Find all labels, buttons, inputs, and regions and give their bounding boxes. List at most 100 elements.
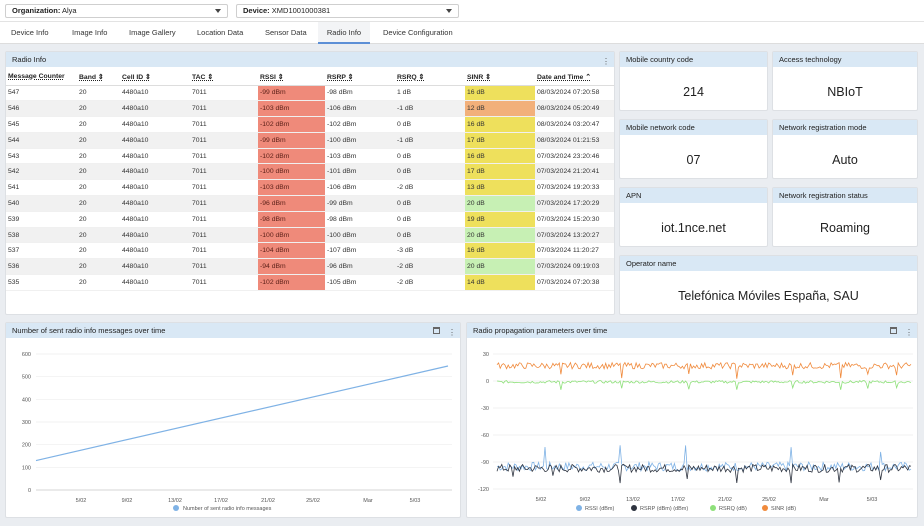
x-tick-label: 9/02	[580, 497, 591, 503]
operator-card: Operator name Telefónica Móviles España,…	[619, 255, 918, 315]
table-row: 540 20 4480a10 7011 -96 dBm -99 dBm 0 dB 20 dB 0…	[6, 195, 614, 212]
operator-label: Operator name	[620, 256, 917, 271]
cell-rsrp: -100 dBm	[325, 227, 395, 244]
cell-rsrq: -2 dB	[395, 274, 465, 291]
column-header-message-counter[interactable]: Message Counter	[6, 69, 77, 86]
series-line	[35, 365, 449, 462]
legend: Number of sent radio info messages	[173, 505, 272, 512]
cell-rssi: -104 dBm	[258, 242, 325, 260]
cell-message-counter: 541	[6, 179, 77, 197]
y-tick-label: -30	[481, 406, 489, 412]
series-rsrp-line	[496, 463, 912, 484]
legend-label: RSRP (dBm) (dBm)	[640, 506, 688, 512]
more-options-icon[interactable]: ⋮	[448, 328, 456, 337]
legend-marker	[631, 505, 637, 511]
tab-device-info[interactable]: Device Info	[11, 28, 49, 37]
cell-rsrp: -102 dBm	[325, 116, 395, 133]
column-header-cell-id[interactable]: Cell ID ⇕	[120, 69, 190, 86]
tab-image-info[interactable]: Image Info	[72, 28, 108, 37]
column-header-band[interactable]: Band ⇕	[77, 69, 120, 86]
cell-rssi: -100 dBm	[258, 163, 325, 181]
cell-band: 20	[77, 258, 120, 276]
chevron-down-icon	[215, 9, 221, 13]
cell-date-time: 07/03/2024 23:20:46	[535, 148, 614, 165]
cell-rsrq: -1 dB	[395, 100, 465, 118]
column-header-tac[interactable]: TAC ⇕	[190, 69, 258, 86]
organization-select[interactable]: Organization: Alya	[5, 4, 228, 18]
column-header-rsrp[interactable]: RSRP ⇕	[325, 69, 395, 86]
cell-rsrp: -107 dBm	[325, 242, 395, 260]
table-row: 538 20 4480a10 7011 -100 dBm -100 dBm 0 dB 20 d…	[6, 227, 614, 244]
cell-tac: 7011	[190, 227, 258, 244]
tab-device-configuration[interactable]: Device Configuration	[383, 28, 453, 37]
x-tick-label: Mar	[363, 498, 373, 504]
cell-rsrq: 0 dB	[395, 116, 465, 133]
cell-rssi: -102 dBm	[258, 116, 325, 133]
table-row: 544 20 4480a10 7011 -99 dBm -100 dBm -1 dB 17 d…	[6, 132, 614, 149]
tab-image-gallery[interactable]: Image Gallery	[129, 28, 176, 37]
organization-value: Alya	[62, 6, 77, 15]
tab-bar: Device Info Image Info Image Gallery Loc…	[0, 22, 924, 44]
apn-value: iot.1nce.net	[661, 221, 726, 235]
y-tick-label: 200	[22, 443, 31, 449]
device-value: XMD1001000381	[271, 6, 331, 15]
cell-rssi: -99 dBm	[258, 132, 325, 149]
calendar-icon[interactable]	[433, 327, 440, 334]
column-header-date-time[interactable]: Date and Time ⌃	[535, 69, 614, 86]
radio-params-chart-panel: Radio propagation parameters over time ⋮…	[466, 322, 918, 518]
cell-cell-id: 4480a10	[120, 116, 190, 133]
y-tick-label: 400	[22, 397, 31, 403]
cell-message-counter: 540	[6, 195, 77, 212]
cell-rsrp: -99 dBm	[325, 195, 395, 212]
tab-radio-info[interactable]: Radio Info	[318, 22, 370, 44]
cell-date-time: 07/03/2024 11:20:27	[535, 242, 614, 260]
legend-label: RSRQ (dB)	[719, 506, 747, 512]
tab-location-data[interactable]: Location Data	[197, 28, 244, 37]
x-tick-label: 21/02	[261, 498, 275, 504]
calendar-icon[interactable]	[890, 327, 897, 334]
cell-tac: 7011	[190, 116, 258, 133]
column-header-rsrq[interactable]: RSRQ ⇕	[395, 69, 465, 86]
cell-message-counter: 539	[6, 211, 77, 228]
x-tick-label: 21/02	[718, 497, 732, 503]
legend-marker	[710, 505, 716, 511]
more-options-icon[interactable]: ⋮	[905, 328, 913, 337]
legend-label: Number of sent radio info messages	[183, 506, 272, 512]
y-tick-label: 30	[483, 352, 489, 358]
cell-band: 20	[77, 179, 120, 197]
cell-rsrq: -1 dB	[395, 132, 465, 149]
cell-band: 20	[77, 227, 120, 244]
sent-messages-chart-title: Number of sent radio info messages over …	[6, 323, 460, 338]
cell-date-time: 08/03/2024 07:20:58	[535, 85, 614, 102]
cell-message-counter: 543	[6, 148, 77, 165]
column-header-rssi[interactable]: RSSI ⇕	[258, 69, 325, 86]
table-row: 537 20 4480a10 7011 -104 dBm -107 dBm -3 dB 16 …	[6, 242, 614, 260]
cell-tac: 7011	[190, 195, 258, 212]
table-row: 539 20 4480a10 7011 -98 dBm -98 dBm 0 dB 19 dB 0…	[6, 211, 614, 228]
mcc-label: Mobile country code	[620, 52, 767, 67]
x-tick-label: 13/02	[626, 497, 640, 503]
cell-sinr: 20 dB	[465, 227, 535, 244]
column-header-sinr[interactable]: SINR ⇕	[465, 69, 535, 86]
cell-cell-id: 4480a10	[120, 195, 190, 212]
cell-rsrq: 0 dB	[395, 148, 465, 165]
apn-card: APN iot.1nce.net	[619, 187, 768, 247]
more-options-icon[interactable]: ⋮	[602, 57, 610, 66]
tab-sensor-data[interactable]: Sensor Data	[265, 28, 307, 37]
cell-sinr: 20 dB	[465, 258, 535, 276]
mnc-value: 07	[686, 153, 701, 167]
cell-date-time: 08/03/2024 05:20:49	[535, 100, 614, 118]
x-tick-label: 25/02	[306, 498, 320, 504]
registration-status-card: Network registration status Roaming	[772, 187, 918, 247]
device-select[interactable]: Device: XMD1001000381	[236, 4, 459, 18]
cell-tac: 7011	[190, 132, 258, 149]
cell-sinr: 13 dB	[465, 179, 535, 197]
table-row: 535 20 4480a10 7011 -102 dBm -105 dBm -2 dB 14 …	[6, 274, 614, 291]
table-body: 547 20 4480a10 7011 -99 dBm -98 dBm 1 dB 16 dB 0…	[6, 85, 614, 291]
cell-message-counter: 535	[6, 274, 77, 291]
series-sinr-line	[496, 361, 912, 379]
access-technology-label: Access technology	[773, 52, 917, 67]
cell-sinr: 12 dB	[465, 100, 535, 118]
mcc-value: 214	[683, 85, 704, 99]
cell-cell-id: 4480a10	[120, 211, 190, 228]
